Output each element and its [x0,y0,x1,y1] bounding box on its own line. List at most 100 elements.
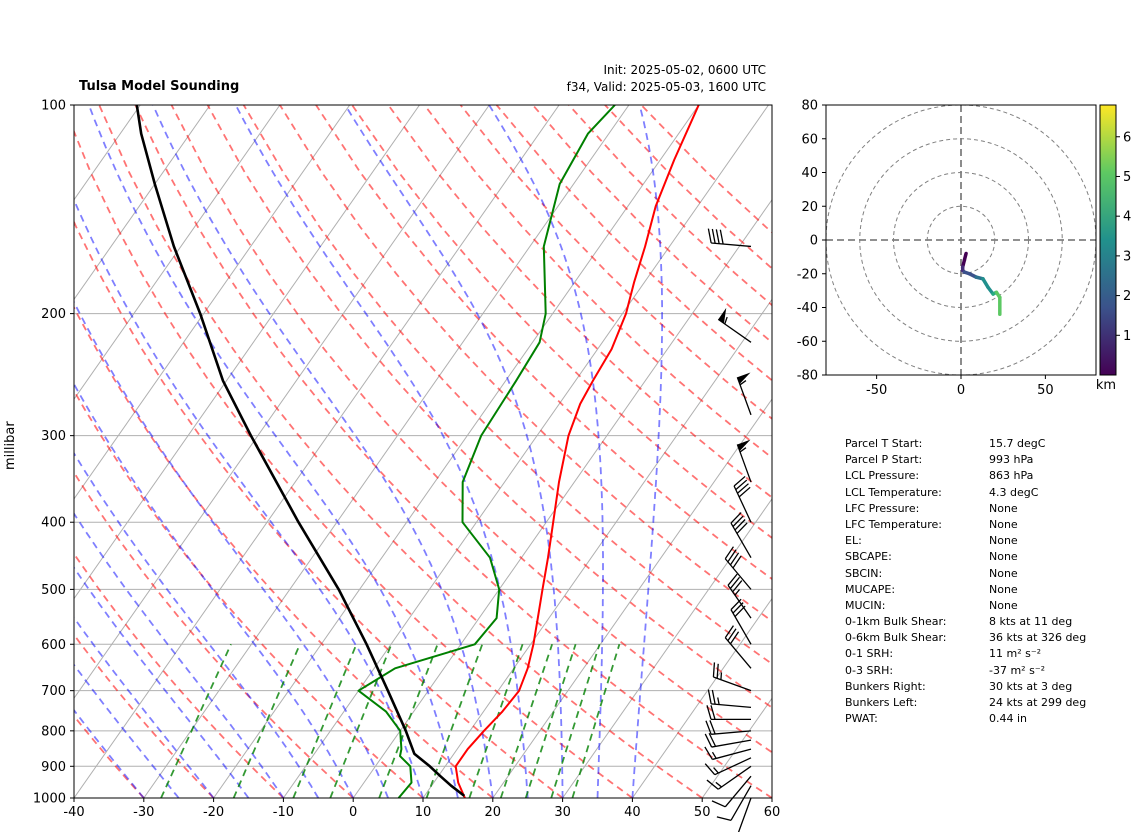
param-label: SBCIN: [845,566,883,580]
wind-barb [736,372,752,416]
param-row-3: LCL Temperature: 4.3 degC [845,486,1125,502]
param-label: LFC Pressure: [845,501,920,515]
barb-full-flag [736,522,748,534]
barb-half-flag [713,767,719,774]
barb-full-flag [729,631,740,645]
isotherm-line [74,105,560,798]
param-value: 15.7 degC [989,437,1046,450]
wind-barb [707,689,752,709]
moist-adiabat [74,708,145,798]
barb-full-flag [724,625,734,639]
x-tick-label: 60 [764,805,781,820]
valid-time: f34, Valid: 2025-05-03, 1600 UTC [566,80,766,94]
hodo-y-tick-label: 60 [801,132,818,147]
wind-barb [706,765,752,790]
colorbar-tick-label: 2 [1123,289,1131,304]
barb-full-flag [732,515,744,527]
colorbar-tick-label: 3 [1123,249,1131,264]
x-tick-label: 10 [415,805,432,820]
barb-full-flag [715,229,720,244]
wind-barb [724,625,752,669]
barb-shaft [727,584,752,619]
mixing-ratio-line [550,643,601,798]
barb-full-flag [738,486,751,498]
wind-barb [724,546,752,590]
colorbar-tick-label: 1 [1123,329,1131,344]
dry-adiabat [74,305,494,798]
wind-barb [707,228,752,248]
barb-full-flag [729,552,740,566]
x-tick-label: 30 [554,805,571,820]
x-tick-label: 50 [694,805,711,820]
param-row-2: LCL Pressure: 863 hPa [845,469,1125,485]
barb-shaft [711,739,752,748]
barb-full-flag [737,483,749,494]
moist-adiabat [234,105,529,798]
barb-full-flag [732,555,742,569]
wind-barb [712,662,752,692]
moist-adiabat [88,105,459,798]
param-row-9: MUCAPE: None [845,583,1125,599]
dry-adiabat [98,105,703,798]
hodo-y-tick-label: -80 [797,369,818,384]
param-value: 993 hPa [989,453,1034,467]
param-label: LCL Temperature: [845,485,942,499]
param-label: MUCIN: [845,598,886,612]
parameters-table: Parcel T Start: 15.7 degC Parcel P Start:… [845,437,1125,728]
isotherm-line [74,105,211,301]
wind-barb [704,746,752,761]
y-tick-label: 900 [41,760,66,775]
param-label: Parcel P Start: [845,453,923,467]
hodo-x-tick-label: -50 [866,383,887,398]
isotherm-line [74,105,490,700]
wind-barb [737,797,752,832]
mixing-ratio-line [160,643,232,798]
barb-full-flag [705,720,712,735]
hodo-y-tick-label: -20 [797,267,818,282]
param-label: PWAT: [845,712,878,726]
barb-full-flag [733,475,746,487]
barb-full-flag [729,576,741,589]
barb-full-flag [711,228,716,244]
barb-shaft [711,703,752,709]
barb-full-flag [727,628,737,642]
param-row-15: Bunkers Right: 30 kts at 3 deg [845,680,1125,696]
isotherm-line [562,497,772,798]
barb-full-flag [712,662,716,678]
param-label: 0-1 SRH: [845,647,894,661]
colorbar-label: km [1096,378,1116,393]
barb-shaft [737,797,752,832]
barb-full-flag [706,779,719,790]
param-value: 36 kts at 326 deg [989,631,1087,645]
barb-full-flag [704,763,716,776]
barb-half-flag [720,672,723,680]
dry-adiabat [206,105,772,709]
isotherm-line [631,597,772,798]
param-value: 863 hPa [989,469,1034,483]
dry-adiabat [242,105,772,665]
param-row-10: MUCIN: None [845,599,1125,615]
hodo-y-tick-label: 20 [801,200,818,215]
wind-barb [717,307,752,343]
param-value: None [989,501,1018,515]
barb-full-flag [727,573,738,586]
wind-barb [736,439,752,483]
hodo-y-tick-label: 40 [801,166,818,181]
param-label: 0-6km Bulk Shear: [845,631,947,645]
y-axis-label: millibar [3,421,18,470]
wind-barb [711,775,752,808]
barb-full-flag [727,549,737,563]
isotherm-line [282,105,769,798]
mixing-ratio-line [425,643,484,798]
barb-full-flag [716,816,732,821]
barb-full-flag [711,800,726,808]
param-row-14: 0-3 SRH: -37 m² s⁻² [845,664,1125,680]
param-row-0: Parcel T Start: 15.7 degC [845,437,1125,453]
mixing-ratio-line [378,643,439,798]
isotherm-line [74,105,351,500]
param-value: None [989,550,1018,564]
hodo-y-tick-label: 80 [801,99,818,114]
barb-shaft [724,775,752,808]
hodograph-plot: -50 0 50 80 60 40 20 0 -20 -40 -60 -80 [797,99,1097,398]
wind-barb [706,705,751,720]
